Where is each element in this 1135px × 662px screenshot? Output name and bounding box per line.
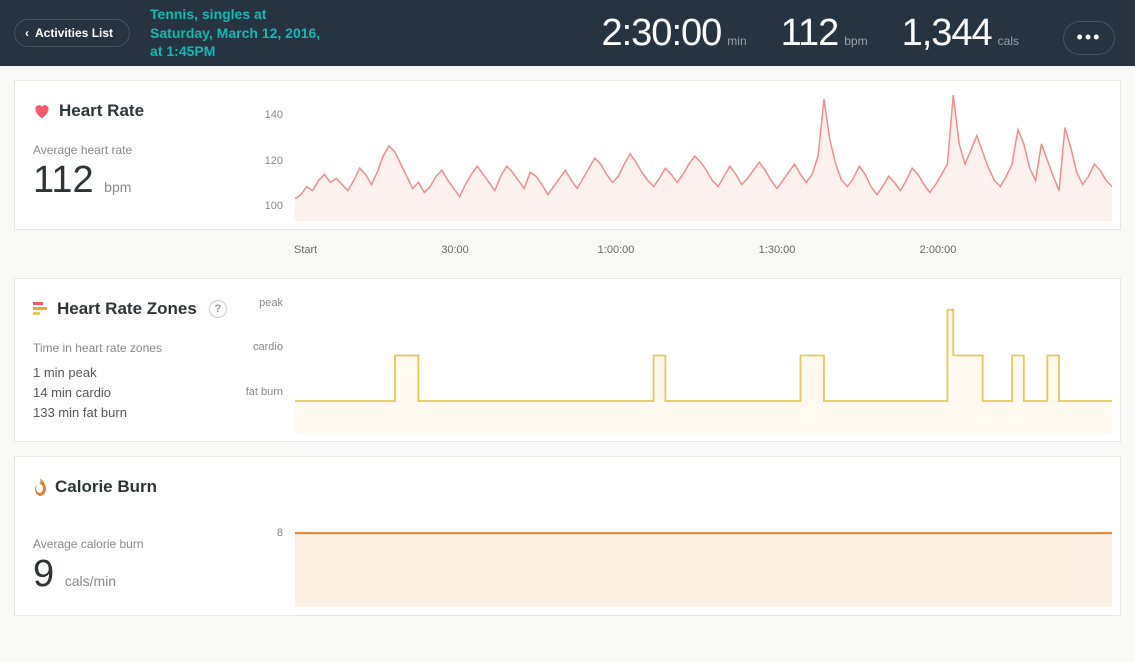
zones-icon xyxy=(33,302,49,316)
more-button[interactable]: ••• xyxy=(1063,21,1115,55)
zones-chart: peakcardiofat burn xyxy=(245,279,1120,441)
zones-list: 1 min peak 14 min cardio 133 min fat bur… xyxy=(33,363,227,423)
cal-chart: 8 xyxy=(245,457,1120,615)
header-bar: ‹ Activities List Tennis, singles at Sat… xyxy=(0,0,1135,66)
activity-title: Tennis, singles at Saturday, March 12, 2… xyxy=(150,5,320,62)
zones-card: Heart Rate Zones ? Time in heart rate zo… xyxy=(14,278,1121,442)
zones-title: Heart Rate Zones xyxy=(57,299,197,319)
header-stats: 2:30:00 min 112 bpm 1,344 cals ••• xyxy=(601,12,1121,55)
stat-duration: 2:30:00 min xyxy=(601,12,746,55)
chevron-left-icon: ‹ xyxy=(25,26,29,40)
calorie-title: Calorie Burn xyxy=(55,477,157,497)
stat-cals: 1,344 cals xyxy=(902,12,1019,55)
cal-sublabel: Average calorie burn xyxy=(33,537,227,551)
back-label: Activities List xyxy=(35,26,113,40)
calorie-card: Calorie Burn Average calorie burn 9 cals… xyxy=(14,456,1121,616)
hr-chart: 100120140 xyxy=(245,81,1120,229)
heart-rate-title: Heart Rate xyxy=(59,101,144,121)
heart-rate-card: Heart Rate Average heart rate 112 bpm 10… xyxy=(14,80,1121,230)
cal-value: 9 cals/min xyxy=(33,553,227,596)
zones-sublabel: Time in heart rate zones xyxy=(33,341,227,355)
time-axis: Start30:001:00:001:30:002:00:00 xyxy=(294,244,1099,264)
heart-icon xyxy=(33,103,51,119)
activities-list-button[interactable]: ‹ Activities List xyxy=(14,19,130,47)
cal-ytick: 8 xyxy=(277,527,283,539)
ellipsis-icon: ••• xyxy=(1077,27,1102,48)
hr-value: 112 bpm xyxy=(33,159,227,202)
flame-icon xyxy=(33,478,47,496)
hr-sublabel: Average heart rate xyxy=(33,143,227,157)
stat-bpm: 112 bpm xyxy=(781,12,868,55)
help-icon[interactable]: ? xyxy=(209,300,227,318)
